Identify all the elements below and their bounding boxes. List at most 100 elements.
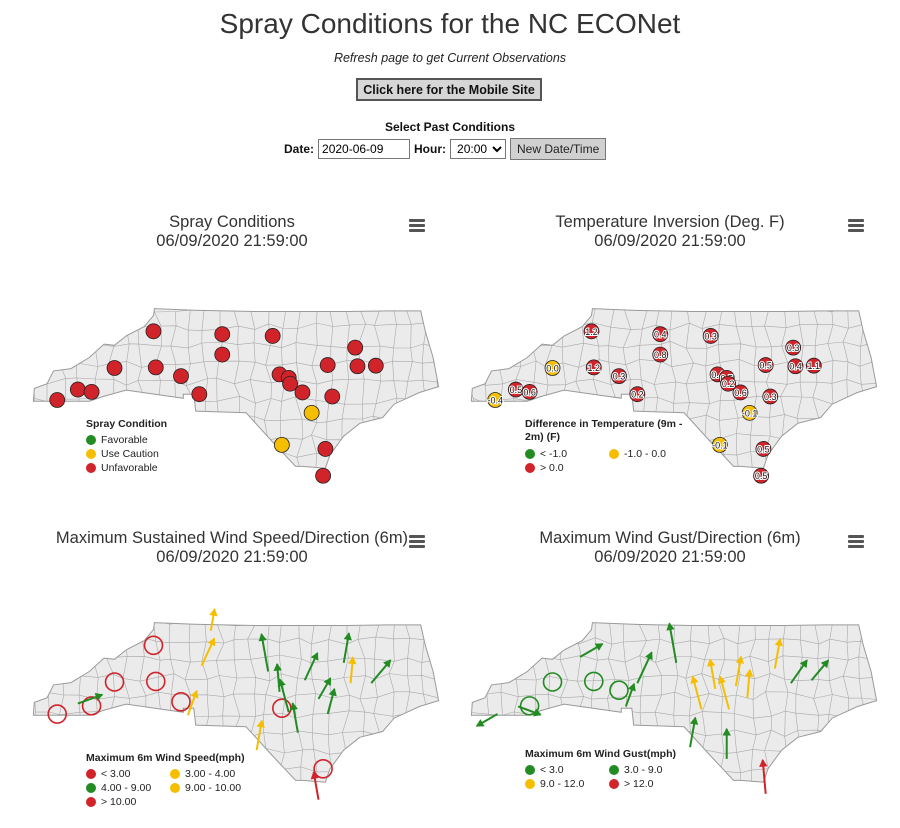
menu-icon[interactable] [409,535,425,549]
station-value: 0.6 [523,387,536,397]
legend-label: -1.0 - 0.0 [624,448,667,460]
station-marker[interactable]: 0.5 [755,441,772,457]
station-marker[interactable] [319,357,336,373]
station-value: 0.3 [764,392,777,402]
station-marker[interactable] [315,467,332,484]
station-marker[interactable] [214,326,231,343]
legend-item[interactable]: < 3.00 [86,767,170,781]
mobile-site-button[interactable]: Click here for the Mobile Site [356,78,542,101]
legend-item[interactable]: < -1.0 [525,447,609,461]
station-marker[interactable]: 0.6 [732,384,749,401]
station-marker[interactable]: 0.5 [757,357,774,373]
calm-wind-marker[interactable] [145,671,166,692]
past-conditions-heading: Select Past Conditions [384,120,516,134]
calm-gust-marker[interactable] [519,696,540,716]
legend-item[interactable]: < 3.0 [525,763,609,777]
wind-arrow [370,659,392,684]
station-marker[interactable]: 1.1 [805,357,822,374]
station-marker[interactable] [282,375,298,392]
station-marker[interactable]: 1.2 [583,323,600,340]
legend-item[interactable]: 4.00 - 9.00 [86,781,170,795]
legend-item[interactable]: 3.0 - 9.0 [609,763,693,777]
station-marker[interactable] [349,358,366,375]
station-marker[interactable]: 0.3 [762,388,779,405]
station-marker[interactable]: 0.2 [720,375,736,392]
station-marker[interactable] [347,339,364,356]
station-marker[interactable] [317,441,334,457]
legend-dot-icon [170,783,180,793]
legend-item[interactable]: 3.00 - 4.00 [170,767,254,781]
calm-gust-marker[interactable] [609,680,629,700]
legend-item[interactable]: > 12.0 [609,777,693,791]
station-marker[interactable]: 0.4 [652,326,669,343]
station-marker[interactable]: 0.3 [611,368,627,385]
new-date-time-button[interactable]: New Date/Time [510,138,607,160]
legend-item[interactable]: Use Caution [86,447,167,461]
legend-dot-icon [609,765,619,775]
page-title: Spray Conditions for the NC ECONet [219,8,681,39]
station-value: 0.3 [613,372,626,382]
calm-wind-marker[interactable] [171,691,191,712]
station-marker[interactable] [303,404,320,421]
station-marker[interactable]: 0.4 [787,358,804,375]
station-value: 0.3 [787,343,800,353]
legend-item[interactable]: 9.00 - 10.00 [170,781,254,795]
station-marker[interactable]: 0.5 [753,467,770,484]
station-marker[interactable]: -0.1 [711,436,729,453]
station-marker[interactable]: 0.8 [652,346,669,363]
calm-wind-marker[interactable] [81,696,102,716]
station-marker[interactable] [83,383,100,400]
hour-select[interactable]: 20:00 [450,139,507,159]
station-marker[interactable]: 0.5 [507,381,524,398]
legend-label: < -1.0 [540,448,568,460]
station-marker[interactable] [324,388,341,405]
station-marker[interactable]: -0.1 [741,404,758,421]
station-value: 0.2 [722,379,735,389]
legend-label: > 10.00 [101,796,137,808]
station-marker[interactable] [173,368,189,385]
date-input[interactable] [318,139,411,159]
wind-arrow [255,719,265,751]
station-marker[interactable] [214,346,231,363]
legend-item[interactable]: 9.0 - 12.0 [525,777,609,791]
calm-wind-marker[interactable] [143,635,164,656]
station-marker[interactable]: -0.4 [486,392,504,408]
wind-arrow [517,705,542,717]
wind-arrow [277,678,290,713]
legend-item[interactable]: Favorable [86,433,167,447]
station-marker[interactable]: 0.3 [702,328,719,344]
station-marker[interactable] [106,360,123,376]
calm-gust-marker[interactable] [583,671,604,692]
station-marker[interactable]: 0.2 [629,386,646,403]
station-marker[interactable] [273,436,290,453]
station-marker[interactable] [294,384,311,401]
menu-icon[interactable] [409,219,425,233]
legend-item[interactable]: Unfavorable [86,461,167,475]
station-marker[interactable]: 0.3 [785,339,802,356]
station-value: 0.0 [546,363,559,373]
station-marker[interactable] [367,357,384,374]
legend-item[interactable]: -1.0 - 0.0 [609,447,693,461]
station-marker[interactable] [145,323,162,340]
station-marker[interactable] [147,359,164,376]
calm-gust-marker[interactable] [542,672,563,692]
station-marker[interactable] [264,328,281,344]
station-value: 0.4 [654,330,667,340]
calm-wind-marker[interactable] [313,758,333,779]
legend-label: 3.0 - 9.0 [624,764,663,776]
station-marker[interactable]: 1.2 [585,359,602,376]
calm-wind-marker[interactable] [47,704,68,724]
station-value: 0.5 [759,361,772,371]
calm-wind-marker[interactable] [104,672,125,692]
station-marker[interactable] [69,381,86,398]
menu-icon[interactable] [848,219,864,233]
legend-item[interactable]: > 0.0 [525,461,609,475]
hour-label: Hour: [414,142,447,156]
station-marker[interactable] [49,392,66,408]
station-marker[interactable] [191,386,208,403]
menu-icon[interactable] [848,535,864,549]
legend-item[interactable]: > 10.00 [86,795,170,809]
wind-arrow [745,668,754,698]
station-marker[interactable]: 0.0 [544,360,561,376]
station-marker[interactable]: 0.6 [521,383,538,400]
